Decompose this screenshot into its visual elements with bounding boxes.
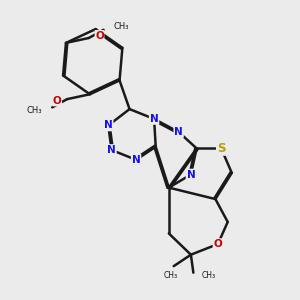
Text: N: N [132,155,140,165]
Text: N: N [187,169,195,179]
Text: O: O [95,31,104,40]
Text: N: N [104,121,113,130]
Text: CH₃: CH₃ [113,22,129,31]
Text: O: O [214,239,222,249]
Text: N: N [150,114,158,124]
Text: O: O [53,96,62,106]
Text: CH₃: CH₃ [202,272,216,280]
Text: N: N [174,127,183,137]
Text: N: N [107,145,116,155]
Text: S: S [217,142,225,155]
Text: CH₃: CH₃ [164,271,178,280]
Text: CH₃: CH₃ [27,106,43,115]
